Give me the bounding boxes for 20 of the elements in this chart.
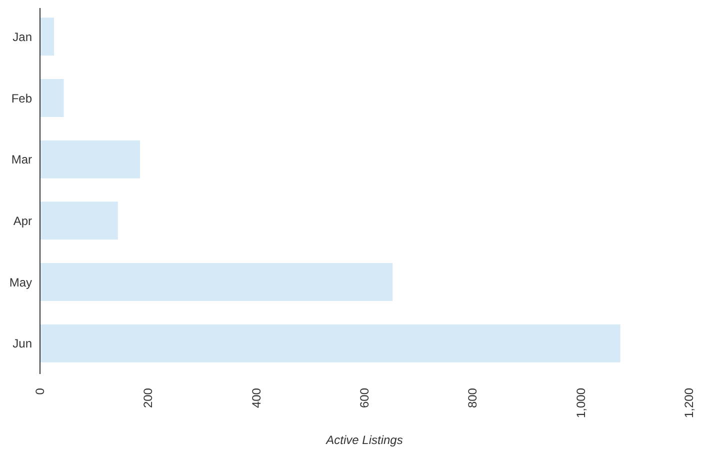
bar (40, 262, 393, 301)
x-axis-title: Active Listings (325, 433, 403, 447)
bar (40, 202, 118, 240)
x-tick-label: 1,000 (574, 388, 588, 418)
x-tick-label: 800 (466, 388, 480, 408)
bar (40, 18, 54, 56)
y-tick-label: Feb (11, 91, 32, 106)
bar (40, 78, 64, 117)
y-tick-label: Apr (13, 214, 32, 228)
x-tick-label: 400 (249, 388, 264, 408)
y-tick-label: May (9, 275, 32, 290)
bar (40, 140, 140, 178)
x-tick-label: 200 (141, 388, 156, 408)
x-tick-label: 600 (358, 388, 372, 408)
y-tick-label: Mar (11, 152, 32, 167)
x-tick-label: 0 (33, 388, 47, 395)
bar (40, 324, 620, 362)
y-tick-label: Jun (12, 336, 32, 351)
x-tick-label: 1,200 (682, 388, 696, 418)
y-tick-label: Jan (12, 30, 32, 44)
